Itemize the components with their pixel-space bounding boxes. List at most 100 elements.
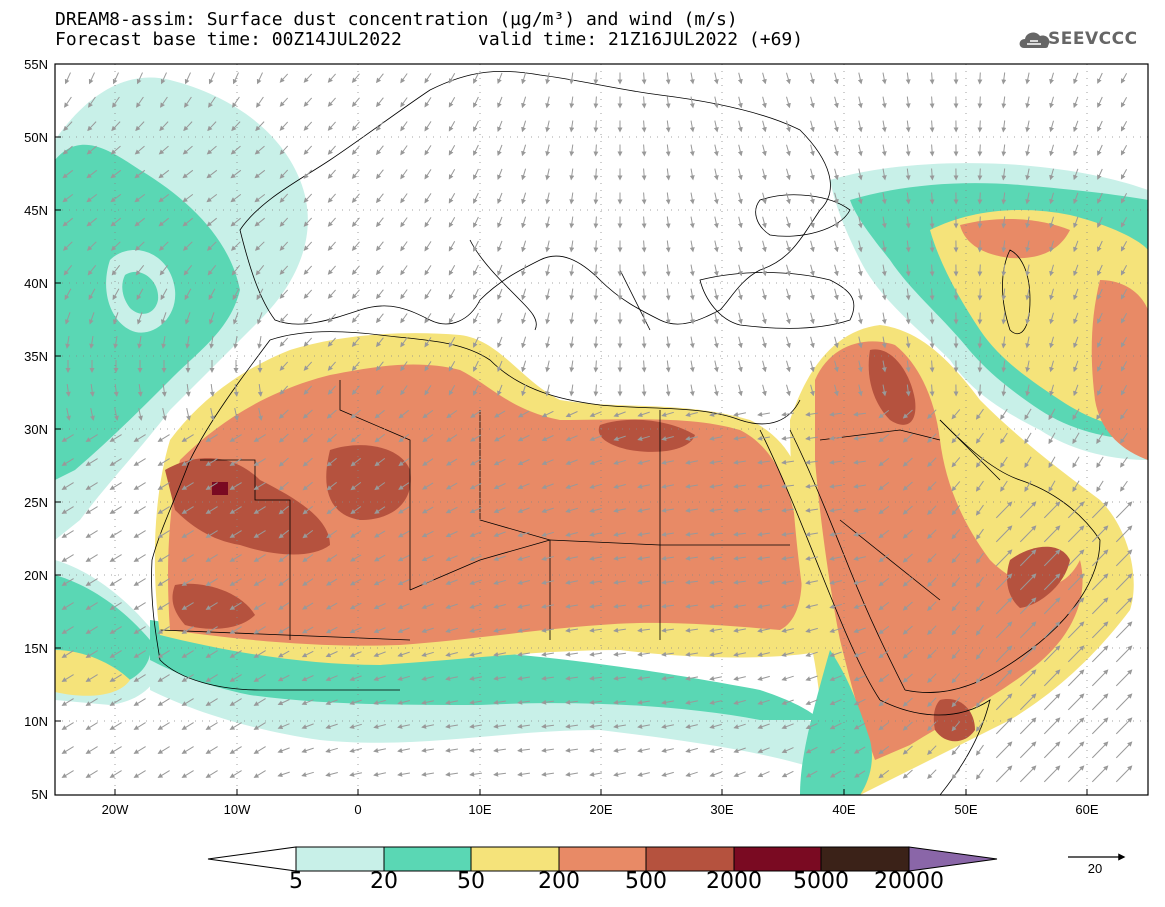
wind-arrow [446, 434, 458, 442]
wind-arrow [809, 336, 815, 349]
logo-text: SEEVCCC [1048, 29, 1138, 49]
wind-arrow [256, 312, 263, 325]
wind-arrow [109, 602, 122, 610]
wind-arrow [424, 313, 432, 324]
wind-arrow [545, 168, 551, 181]
wind-arrow [689, 312, 695, 325]
wind-arrow [209, 407, 215, 421]
wind-arrow [400, 97, 408, 108]
wind-arrow [977, 264, 983, 277]
wind-arrow [400, 145, 408, 156]
wind-arrow [400, 169, 408, 180]
wind-arrow [661, 531, 674, 537]
wind-arrow [757, 555, 770, 561]
wind-arrow [737, 216, 743, 229]
wind-arrow [257, 336, 263, 349]
wind-arrow [351, 241, 360, 251]
wind-arrow [349, 578, 362, 586]
wind-arrow [446, 458, 458, 466]
wind-arrow [1096, 432, 1104, 444]
wind-arrow [207, 264, 217, 276]
wind-arrow [254, 145, 265, 155]
wind-arrow [421, 530, 434, 538]
wind-arrow [133, 602, 146, 610]
wind-arrow [448, 72, 456, 84]
wind-arrow [637, 435, 650, 441]
wind-arrow [1072, 432, 1080, 445]
wind-arrow [665, 384, 671, 397]
wind-arrow [279, 217, 289, 227]
wind-arrow [1097, 144, 1103, 156]
wind-arrow [373, 578, 386, 586]
wind-arrow [255, 121, 265, 132]
colorbar-arrow-left [207, 846, 297, 872]
wind-arrow [951, 529, 961, 540]
wind-arrow [85, 434, 98, 442]
wind-arrow [541, 435, 554, 442]
wind-arrow [400, 313, 408, 324]
wind-arrow [230, 193, 242, 203]
wind-arrow [951, 577, 961, 588]
lat-label: 50N [24, 130, 48, 145]
wind-arrow [231, 121, 241, 132]
wind-arrow [517, 555, 530, 561]
wind-arrow [279, 73, 289, 83]
wind-arrow [853, 556, 866, 561]
wind-arrow [230, 169, 242, 179]
wind-arrow [809, 384, 815, 397]
wind-arrow [373, 554, 386, 562]
wind-arrow [424, 145, 432, 156]
wind-arrow [905, 264, 911, 277]
wind-arrow [109, 506, 122, 514]
wind-arrow [133, 578, 146, 586]
wind-arrow [975, 432, 984, 444]
wind-arrow [593, 384, 599, 397]
wind-arrow [1097, 192, 1103, 204]
wind-arrow [61, 506, 74, 514]
wind-arrow [400, 241, 408, 252]
wind-arrow [184, 312, 191, 325]
wind-arrow [1073, 264, 1079, 277]
wind-arrow [565, 483, 578, 490]
wind-arrow [761, 168, 767, 181]
lon-label: 20E [589, 802, 613, 817]
wind-arrow [709, 579, 722, 585]
wind-arrow [593, 144, 599, 157]
wind-arrow [133, 482, 146, 490]
wind-arrow [689, 192, 695, 205]
wind-arrow [89, 336, 95, 349]
wind-arrow [713, 264, 719, 277]
wind-arrow [951, 433, 961, 444]
wind-arrow [641, 384, 647, 397]
wind-arrow [975, 456, 984, 468]
wind-arrow [85, 482, 98, 490]
wind-arrow [613, 507, 627, 513]
wind-arrow [951, 409, 961, 420]
wind-arrow [1067, 573, 1085, 591]
wind-arrow [905, 144, 911, 157]
wind-arrow [833, 336, 839, 349]
wind-arrow [134, 145, 145, 155]
wind-arrow [737, 168, 743, 181]
wind-arrow [473, 336, 479, 348]
wind-arrow [327, 313, 336, 323]
wind-arrow [469, 579, 482, 586]
wind-arrow [881, 264, 887, 277]
wind-arrow [1067, 549, 1085, 567]
wind-arrow [161, 407, 167, 421]
wind-arrow [1000, 432, 1008, 444]
wind-arrow [713, 336, 719, 349]
wind-arrow [541, 459, 554, 466]
wind-arrow [209, 336, 215, 349]
wind-arrow [158, 241, 169, 251]
wind-arrow [541, 531, 554, 537]
wind-arrow [112, 288, 120, 301]
wind-arrow [641, 216, 647, 229]
wind-arrow [689, 120, 695, 133]
wind-arrow [65, 407, 71, 421]
wind-arrow [1073, 384, 1079, 397]
wind-arrow [113, 384, 119, 397]
wind-arrow [469, 531, 482, 538]
wind-arrow [786, 120, 791, 133]
wind-arrow [374, 530, 386, 538]
